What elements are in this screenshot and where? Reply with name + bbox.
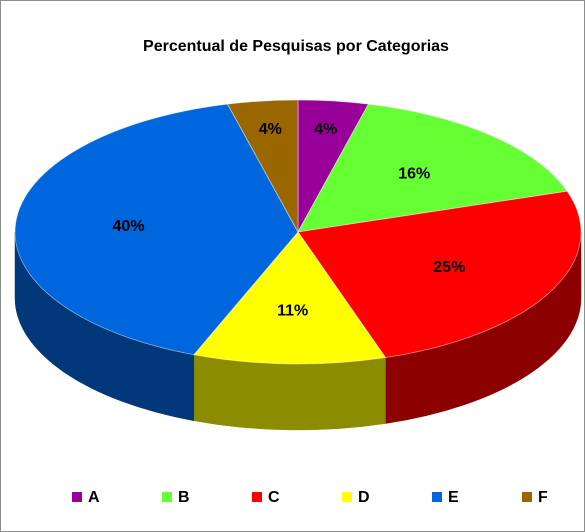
data-label: 4% <box>314 121 337 138</box>
data-label: 25% <box>433 259 465 276</box>
legend-swatch <box>252 492 262 502</box>
legend-swatch <box>72 492 82 502</box>
legend-label: B <box>178 489 190 506</box>
legend-swatch <box>162 492 172 502</box>
legend-label: C <box>268 489 280 506</box>
data-label: 11% <box>277 302 308 319</box>
slice-side <box>193 354 386 431</box>
data-label: 16% <box>398 165 430 182</box>
data-label: 40% <box>113 218 145 235</box>
slice <box>193 231 387 365</box>
slice <box>226 99 299 233</box>
legend-label: A <box>88 489 100 506</box>
legend-swatch <box>342 492 352 502</box>
legend-swatch <box>522 492 532 502</box>
chart-title: Percentual de Pesquisas por Categorias <box>143 38 449 55</box>
slice <box>297 190 582 358</box>
legend-label: F <box>538 489 548 506</box>
slice <box>297 103 568 233</box>
legend-label: E <box>448 489 459 506</box>
slice <box>14 103 299 356</box>
legend-label: D <box>358 489 370 506</box>
data-label: 4% <box>259 121 282 138</box>
legend-swatch <box>432 492 442 502</box>
